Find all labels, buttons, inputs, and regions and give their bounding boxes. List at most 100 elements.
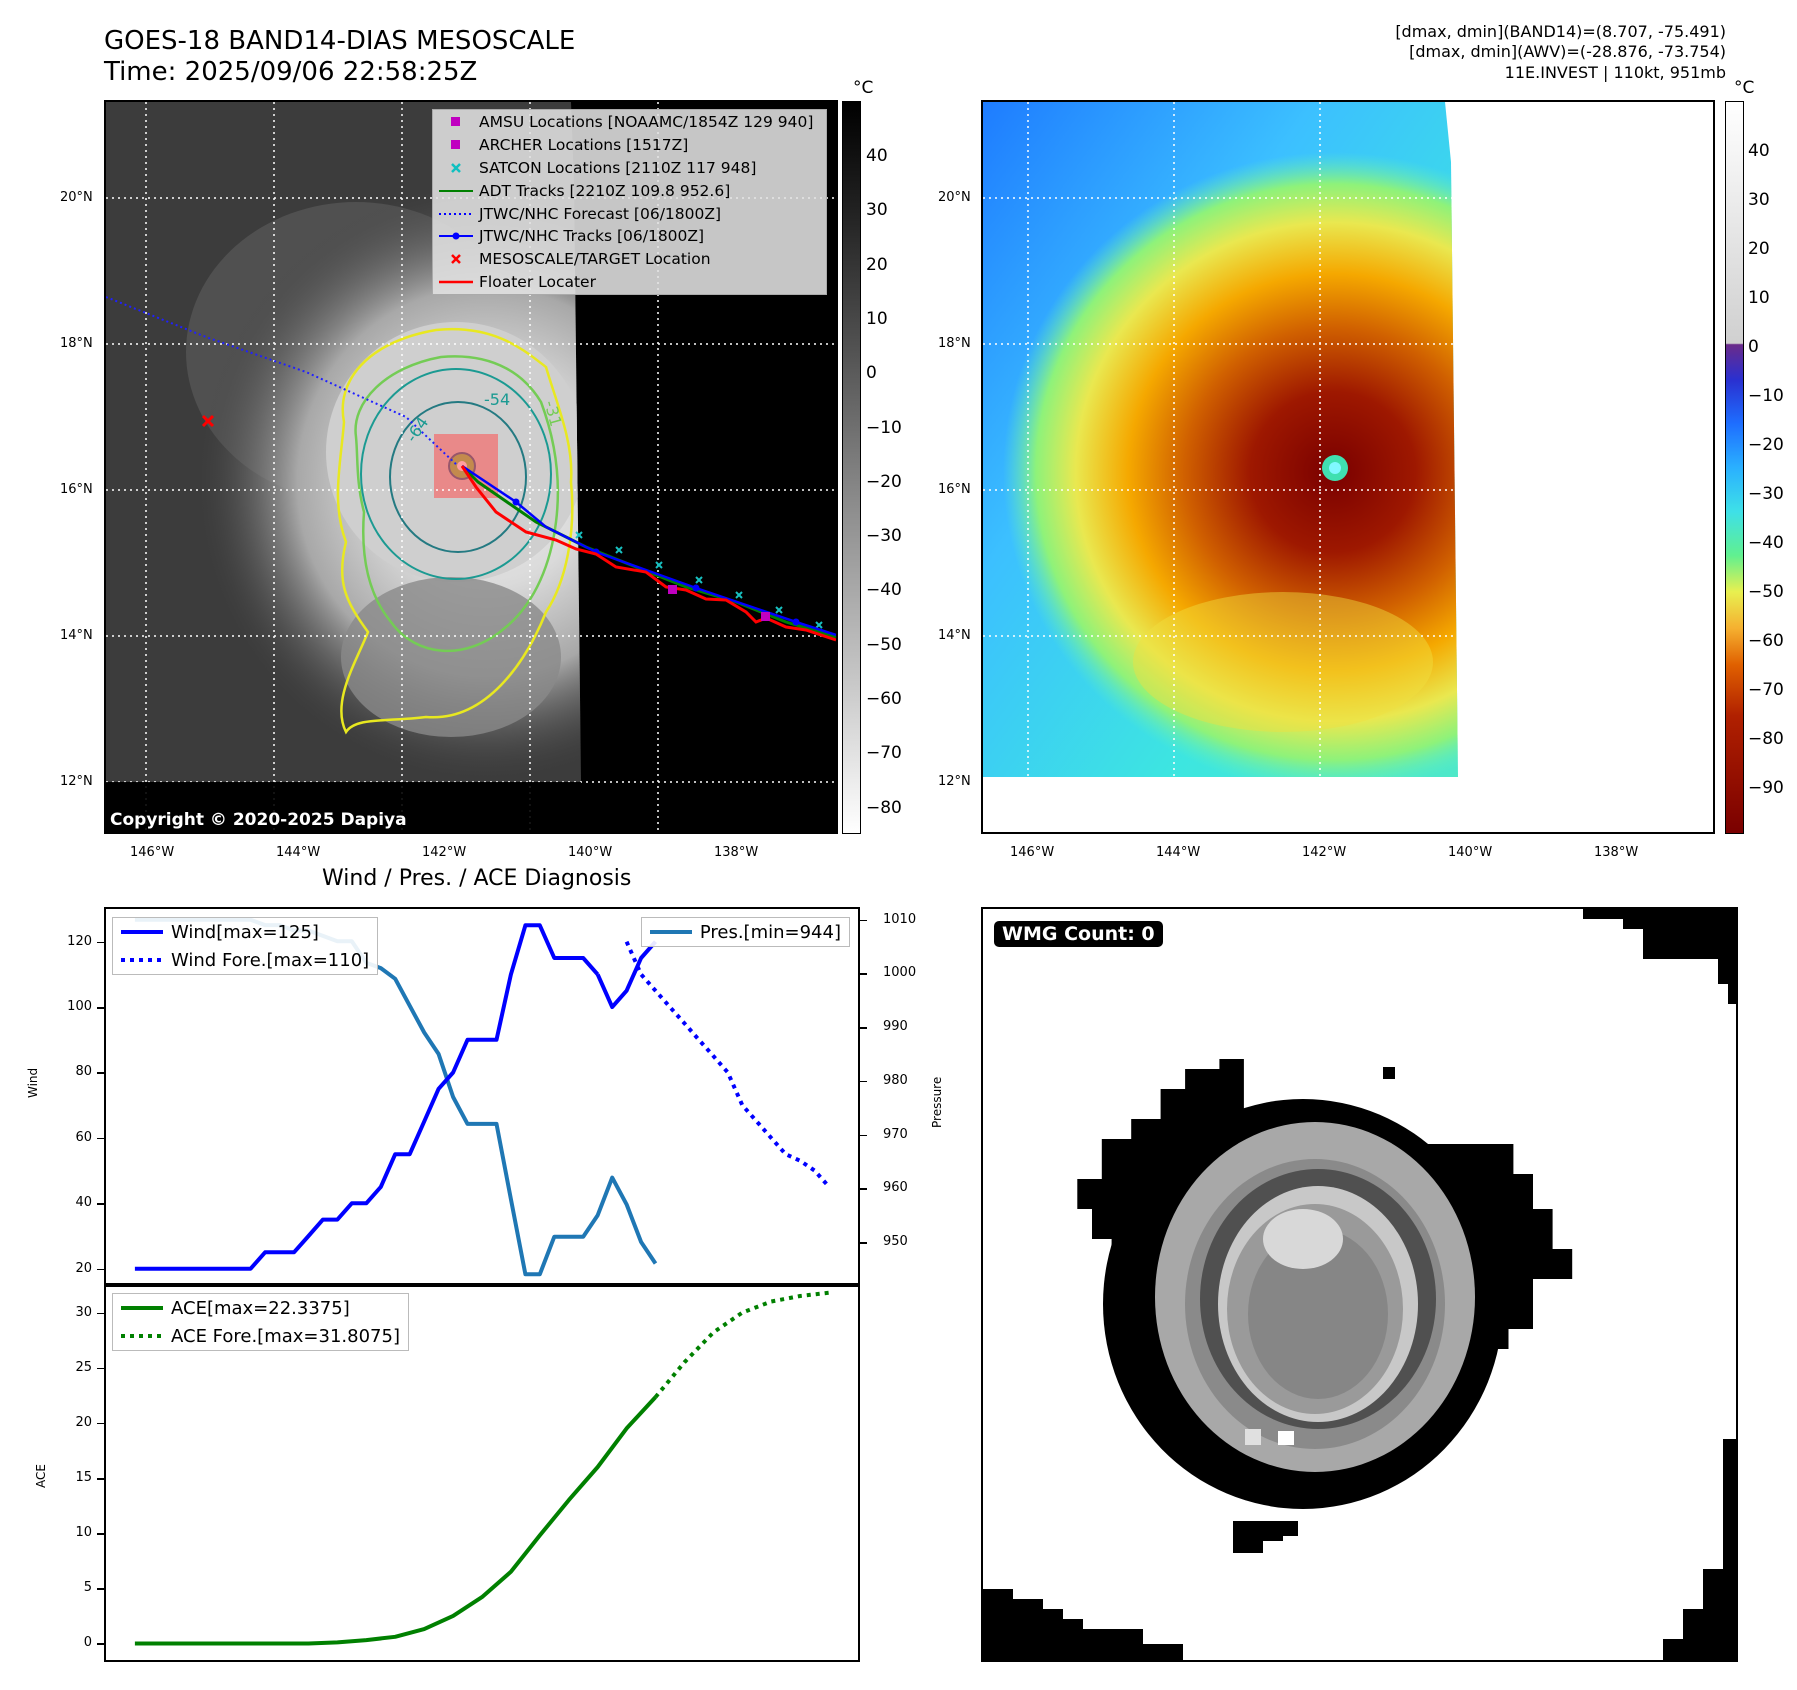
lat-label: 16°N	[938, 482, 971, 497]
map-legend: AMSU Locations [NOAAMC/1854Z 129 940] AR…	[432, 109, 827, 296]
legend-label: Floater Locater	[479, 272, 596, 291]
axis-tick-mark	[97, 1203, 104, 1205]
copyright-text: Copyright © 2020-2025 Dapiya	[110, 810, 407, 830]
axis-tick-mark	[860, 1242, 867, 1244]
colorbar-tick-label: 0	[866, 363, 877, 384]
legend-label: MESOSCALE/TARGET Location	[479, 250, 711, 269]
axis-tick-mark	[97, 941, 104, 944]
ace-forecast-line	[653, 1290, 830, 1399]
colorbar-unit: °C	[1734, 78, 1755, 98]
colorbar-tick-label: 10	[1748, 288, 1770, 308]
colorbar-tick-label: −40	[866, 580, 902, 601]
legend-entry: AMSU Locations [NOAAMC/1854Z 129 940]	[433, 111, 826, 134]
axis-tick-mark	[860, 1134, 867, 1137]
colorbar-tick-label: 30	[866, 200, 888, 221]
axis-tick-label: 1010	[883, 911, 917, 927]
figure-title: GOES-18 BAND14-DIAS MESOSCALE	[104, 26, 576, 56]
figure-time: Time: 2025/09/06 22:58:25Z	[104, 57, 478, 87]
colorbar-tick-label: −40	[1748, 533, 1784, 553]
colorbar-tick-label: −10	[1748, 386, 1784, 406]
wmg-panel: WMG Count: 0	[981, 907, 1738, 1662]
axis-tick-label: 990	[883, 1019, 908, 1035]
wind-series-line	[595, 940, 657, 1010]
dotted-line-icon	[121, 958, 163, 962]
legend-label: ARCHER Locations [1517Z]	[479, 136, 689, 155]
line-icon	[433, 277, 479, 287]
axis-tick-mark	[97, 1422, 104, 1425]
lat-label: 14°N	[938, 628, 971, 643]
axis-tick-mark	[97, 1137, 104, 1140]
ir-map-panel: -54 -64 -31 Copyright © 2020-2025 Dapiya…	[104, 100, 838, 834]
lon-label: 138°W	[1594, 845, 1639, 860]
legend-label: ADT Tracks [2210Z 109.8 952.6]	[479, 181, 731, 200]
axis-tick-mark	[97, 1478, 104, 1480]
axis-tick-mark	[97, 1312, 104, 1315]
colorbar-tick-label: 10	[866, 308, 888, 329]
colorbar-tick-label: −20	[866, 471, 902, 492]
axis-tick-label: 5	[83, 1580, 92, 1596]
axis-tick-mark	[97, 1007, 104, 1009]
legend-entry: Wind Fore.[max=110]	[113, 946, 377, 974]
colorbar-tick-label: 30	[1748, 190, 1770, 210]
legend-label: AMSU Locations [NOAAMC/1854Z 129 940]	[479, 113, 814, 132]
axis-tick-label: 0	[83, 1635, 92, 1651]
dotted-line-icon	[121, 1334, 163, 1338]
legend-entry: JTWC/NHC Tracks [06/1800Z]	[433, 225, 826, 248]
line-icon	[433, 186, 479, 196]
pressure-legend: Pres.[min=944]	[640, 917, 850, 947]
lat-label: 12°N	[938, 774, 971, 789]
wind-legend: Wind[max=125] Wind Fore.[max=110]	[112, 917, 379, 975]
legend-entry: MESOSCALE/TARGET Location	[433, 248, 826, 271]
colorbar-tick-label: 20	[1748, 239, 1770, 259]
colorbar-tick-label: −80	[1748, 729, 1784, 749]
lon-label: 140°W	[568, 845, 613, 860]
colorbar-tick-label: −20	[1748, 435, 1784, 455]
colorbar-tick-label: −70	[866, 743, 902, 764]
wind-forecast-line	[624, 940, 831, 1189]
wind-axis-label: Wind	[26, 1067, 40, 1098]
colorbar-unit: °C	[853, 78, 874, 98]
legend-label: JTWC/NHC Tracks [06/1800Z]	[479, 227, 705, 246]
legend-entry: JTWC/NHC Forecast [06/1800Z]	[433, 202, 826, 225]
axis-tick-label: 30	[75, 1304, 92, 1320]
x-marker-icon	[433, 253, 479, 265]
legend-label: ACE Fore.[max=31.8075]	[171, 1325, 400, 1347]
axis-tick-mark	[97, 1268, 104, 1271]
colorbar-tick-label: −50	[1748, 582, 1784, 602]
axis-tick-label: 100	[67, 999, 92, 1015]
axis-tick-label: 960	[883, 1180, 908, 1196]
ace-axis-label: ACE	[34, 1464, 48, 1488]
lon-label: 144°W	[1156, 845, 1201, 860]
legend-entry: ACE[max=22.3375]	[113, 1294, 408, 1322]
ace-series-line	[134, 1395, 657, 1646]
lat-label: 18°N	[938, 336, 971, 351]
square-marker-icon	[433, 139, 479, 151]
legend-entry: Pres.[min=944]	[642, 918, 849, 946]
dmax-awv: [dmax, dmin](AWV)=(-28.876, -73.754)	[1409, 42, 1726, 61]
ace-legend: ACE[max=22.3375] ACE Fore.[max=31.8075]	[112, 1293, 409, 1351]
awv-map-panel	[981, 100, 1715, 834]
axis-tick-label: 1000	[883, 965, 917, 981]
axis-tick-mark	[860, 973, 867, 975]
lon-label: 138°W	[714, 845, 759, 860]
awv-map-image	[983, 102, 1458, 777]
lat-label: 20°N	[60, 190, 93, 205]
legend-entry: ADT Tracks [2210Z 109.8 952.6]	[433, 179, 826, 202]
axis-tick-mark	[860, 919, 867, 922]
pressure-axis-label: Pressure	[930, 1076, 944, 1128]
solid-line-icon	[121, 1306, 163, 1310]
axis-tick-label: 60	[75, 1129, 92, 1145]
legend-label: Wind Fore.[max=110]	[171, 949, 370, 971]
colorbar-tick-label: −30	[1748, 484, 1784, 504]
lon-label: 146°W	[130, 845, 175, 860]
lon-label: 142°W	[1302, 845, 1347, 860]
line-dot-icon	[433, 231, 479, 241]
lat-label: 14°N	[60, 628, 93, 643]
colorbar-left	[842, 101, 861, 834]
colorbar-tick-label: −90	[1748, 778, 1784, 798]
lon-label: 144°W	[276, 845, 321, 860]
contour-label: -54	[484, 390, 511, 409]
colorbar-tick-label: 0	[1748, 337, 1759, 357]
axis-tick-label: 10	[75, 1525, 92, 1541]
diagnosis-title: Wind / Pres. / ACE Diagnosis	[322, 866, 632, 891]
